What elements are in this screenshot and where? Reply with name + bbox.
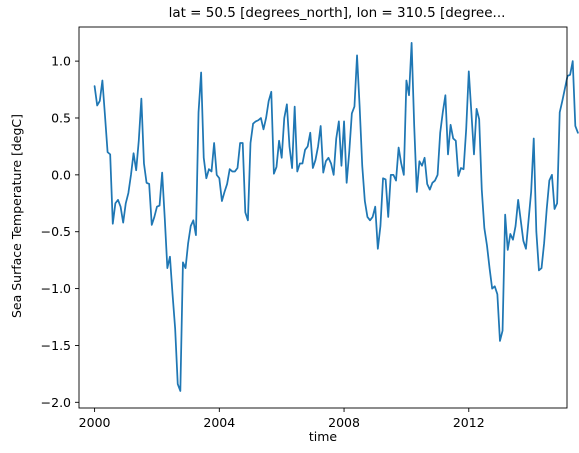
y-axis-label: Sea Surface Temperature [degC]: [9, 114, 24, 318]
series-line: [93, 42, 579, 392]
y-tick-label: 0.0: [51, 167, 71, 182]
x-tick-label: 2012: [453, 415, 485, 430]
x-tick-label: 2004: [203, 415, 235, 430]
x-axis-ticks: 2000 2004 2008 2012: [79, 408, 485, 430]
y-axis-ticks: −2.0 −1.5 −1.0 −0.5 0.0 0.5 1.0: [41, 54, 79, 410]
plot-frame: [78, 26, 568, 409]
y-tick-label: −0.5: [41, 224, 71, 239]
x-tick-label: 2008: [328, 415, 360, 430]
y-tick-label: 0.5: [51, 110, 71, 125]
y-tick-label: 1.0: [51, 54, 71, 69]
x-axis-label: time: [309, 429, 338, 444]
chart-title: lat = 50.5 [degrees_north], lon = 310.5 …: [169, 5, 506, 21]
x-tick-label: 2000: [79, 415, 111, 430]
y-tick-label: −2.0: [41, 395, 71, 410]
y-tick-label: −1.0: [41, 281, 71, 296]
y-tick-label: −1.5: [41, 338, 71, 353]
